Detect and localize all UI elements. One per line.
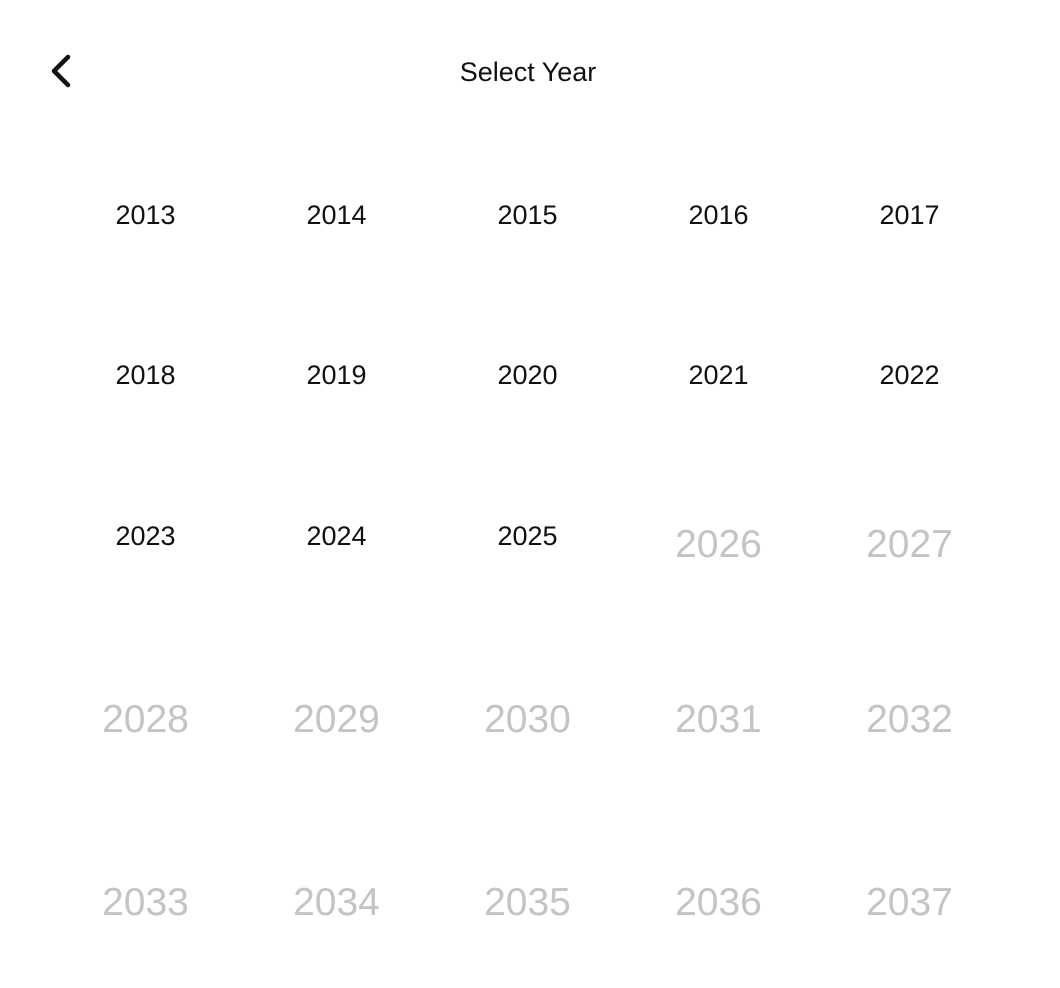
year-cell: 2035: [484, 880, 571, 924]
back-button[interactable]: [36, 46, 86, 96]
year-cell: 2026: [675, 523, 762, 566]
year-cell[interactable]: 2022: [879, 359, 940, 390]
header: Select Year: [0, 0, 1060, 145]
year-cell: 2032: [866, 698, 953, 741]
year-cell[interactable]: 2014: [306, 199, 367, 230]
year-cell: 2027: [866, 523, 953, 566]
year-cell[interactable]: 2019: [306, 359, 367, 390]
year-cell[interactable]: 2015: [497, 199, 558, 230]
year-cell[interactable]: 2025: [497, 520, 558, 551]
year-cell: 2033: [102, 880, 189, 924]
year-cell[interactable]: 2016: [688, 199, 749, 230]
year-cell[interactable]: 2023: [115, 520, 176, 551]
year-cell[interactable]: 2021: [688, 359, 749, 390]
year-cell: 2037: [866, 880, 953, 924]
year-cell: 2031: [675, 698, 762, 741]
page-title: Select Year: [459, 57, 597, 87]
chevron-left-icon: [51, 54, 71, 88]
year-grid: 2013 2014 2015 2016 2017 2018 2019 2020 …: [50, 145, 1005, 988]
year-cell: 2036: [675, 880, 762, 924]
year-cell[interactable]: 2020: [497, 359, 558, 390]
year-cell[interactable]: 2017: [879, 199, 940, 230]
year-cell: 2028: [102, 698, 189, 741]
year-cell[interactable]: 2018: [115, 359, 176, 390]
year-cell[interactable]: 2013: [115, 199, 176, 230]
year-cell: 2034: [293, 880, 380, 924]
year-cell: 2029: [293, 698, 380, 741]
year-cell[interactable]: 2024: [306, 520, 367, 551]
year-cell: 2030: [484, 698, 571, 741]
